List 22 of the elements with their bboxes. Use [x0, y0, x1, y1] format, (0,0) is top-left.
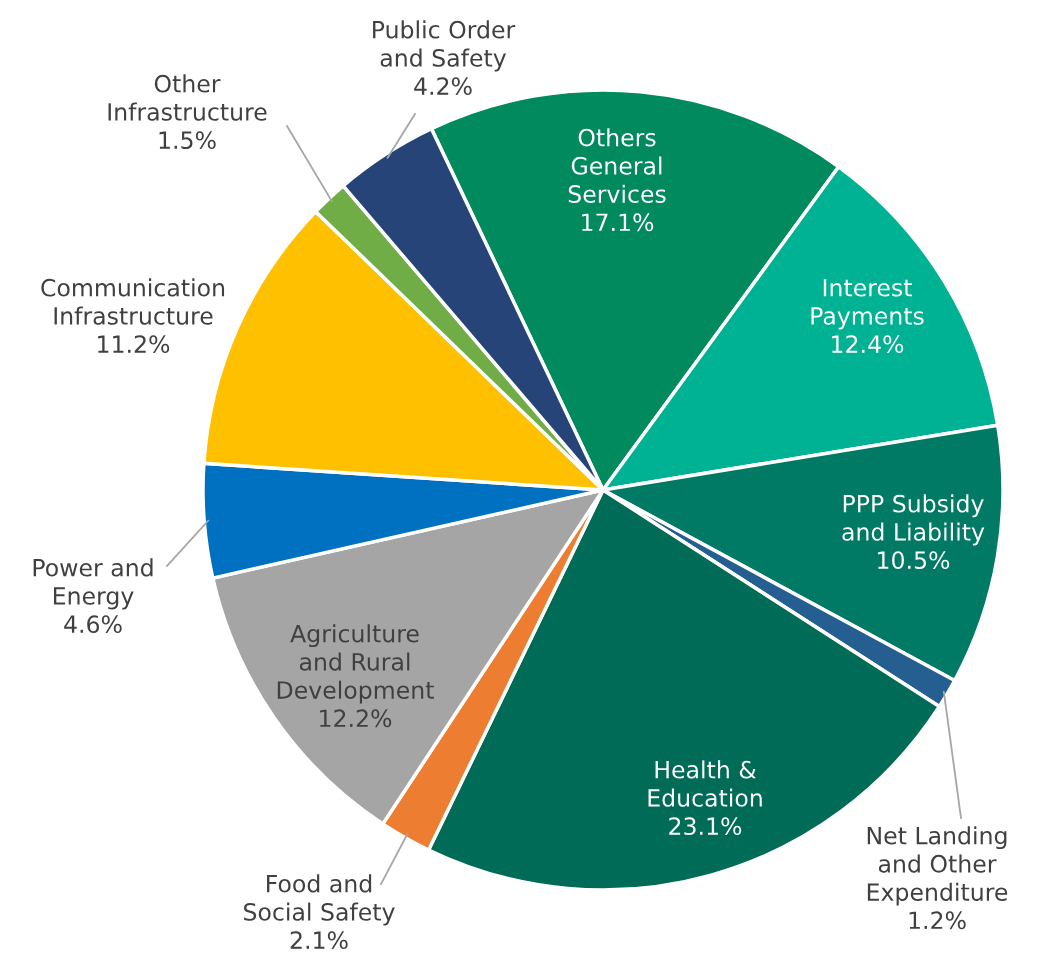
slice-label: Net Landing and Other Expenditure — [867, 826, 1008, 906]
data-label: 12.2% — [320, 709, 392, 728]
data-label: 1.2% — [909, 911, 966, 930]
slice-label: Other Infrastructure — [108, 74, 267, 121]
slice-label: Power and Energy — [33, 558, 153, 610]
data-label: 10.5% — [878, 551, 950, 570]
data-label: 23.1% — [669, 817, 742, 836]
slice-label: Communication Infrastructure — [41, 278, 225, 325]
data-label: 4.2% — [414, 77, 472, 96]
slice-label: Food and Social Safety — [244, 874, 395, 926]
data-label: 1.5% — [159, 131, 216, 150]
data-label: 4.6% — [64, 615, 122, 634]
data-label: 2.1% — [290, 931, 348, 950]
data-label: 11.2% — [98, 335, 170, 354]
slice-label: Agriculture and Rural Development — [277, 624, 434, 704]
slice-label: Others General Services — [568, 128, 666, 203]
slice-label: Public Order and Safety — [373, 20, 516, 72]
data-label: 17.1% — [582, 213, 654, 232]
slice-label: PPP Subsidy and Liability — [842, 494, 985, 546]
slice-label: Health & Education — [648, 760, 762, 807]
slice-label: Interest Payments — [811, 279, 924, 330]
data-label: 12.4% — [832, 335, 904, 354]
